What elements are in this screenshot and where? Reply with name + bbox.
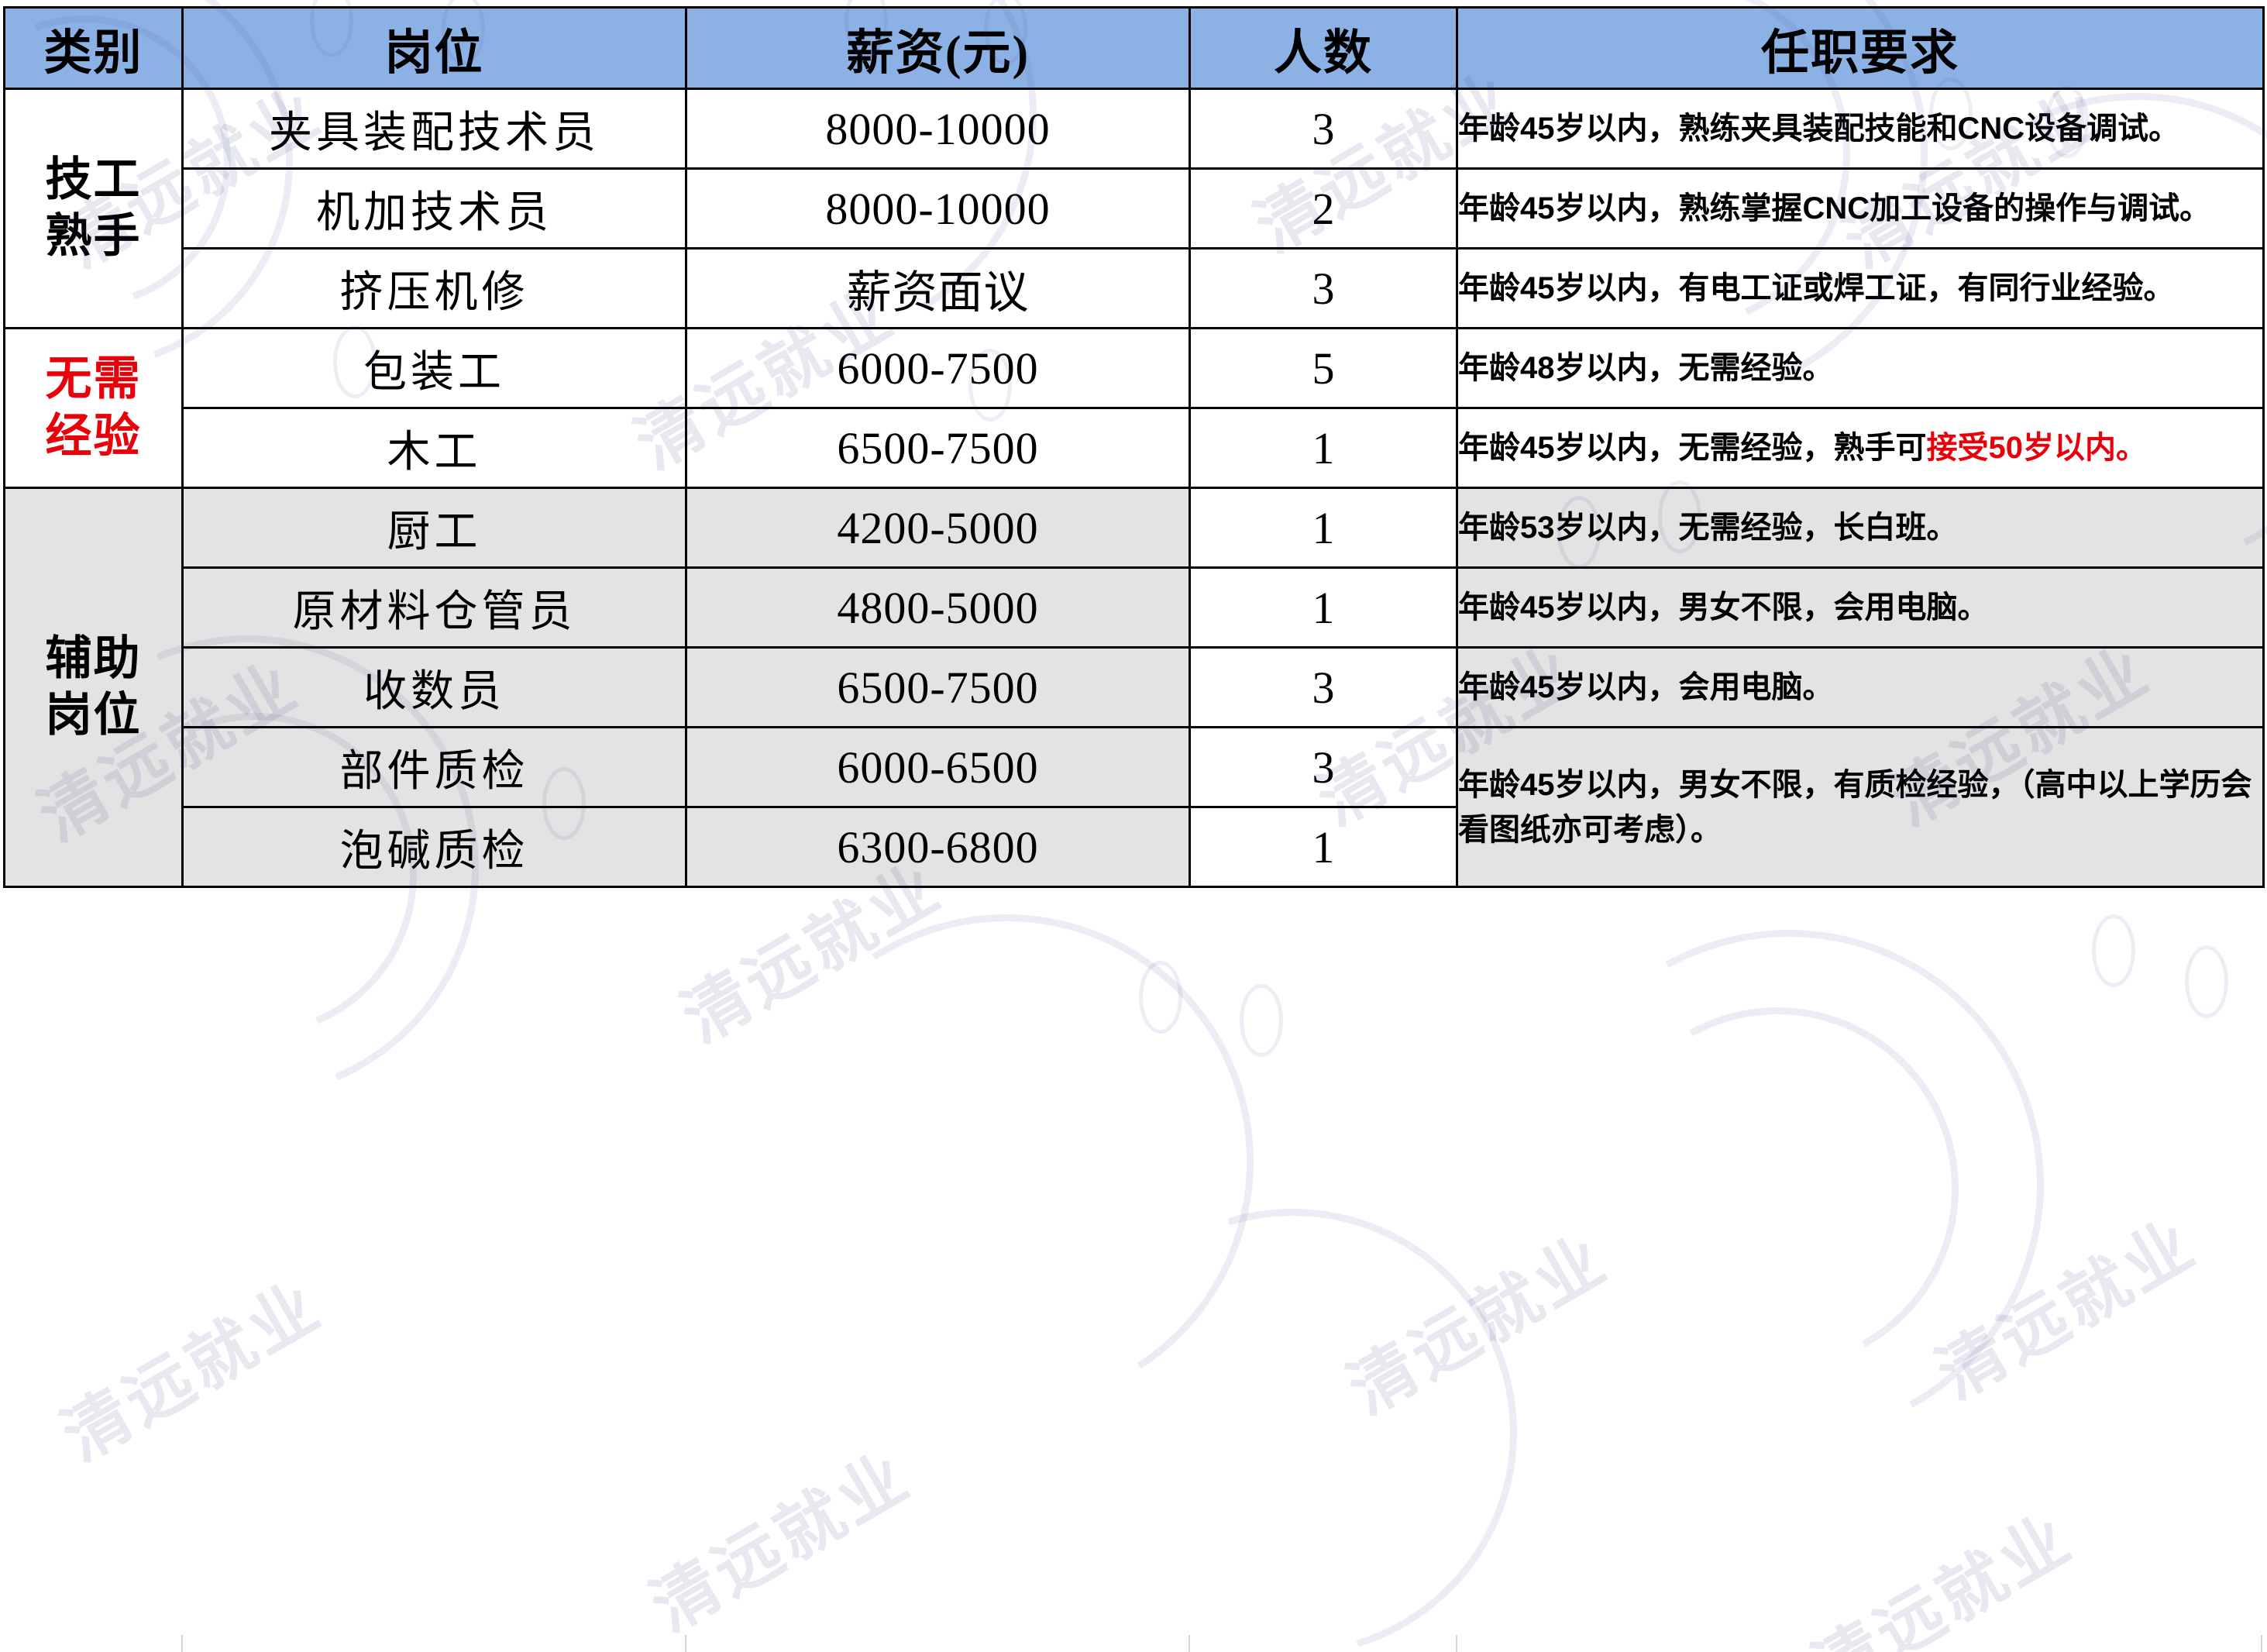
headcount-cell: 1 xyxy=(1189,487,1458,569)
table-row: 无需 经验 包装工 6000-7500 5 年龄48岁以内，无需经验。 xyxy=(3,327,2265,489)
category-label-line1: 无需 xyxy=(45,353,142,405)
requirements-cell: 年龄45岁以内，男女不限，有质检经验，（高中以上学历会看图纸亦可考虑）。 xyxy=(1456,726,2265,888)
headcount-cell: 1 xyxy=(1189,566,1458,649)
headcount-cell: 3 xyxy=(1189,88,1458,170)
position-cell: 厨工 xyxy=(181,487,687,569)
category-label-line1: 技工 xyxy=(45,153,142,205)
category-label-line2: 岗位 xyxy=(45,690,142,741)
requirements-cell: 年龄48岁以内，无需经验。 xyxy=(1456,327,2265,409)
requirements-cell: 年龄53岁以内，无需经验，长白班。 xyxy=(1456,487,2265,569)
bottom-strip-divider xyxy=(181,1635,183,1652)
position-cell: 机加技术员 xyxy=(181,167,687,250)
position-cell: 夹具装配技术员 xyxy=(181,88,687,170)
position-cell: 原材料仓管员 xyxy=(181,566,687,649)
table-row: 泡碱质检 6300-6800 1 xyxy=(5,806,2264,888)
headcount-cell: 3 xyxy=(1189,247,1458,329)
bottom-strip-divider xyxy=(1189,1635,1190,1652)
table-row: 收数员 6500-7500 3 年龄45岁以内，会用电脑。 xyxy=(5,646,2265,728)
requirements-cell: 年龄45岁以内，无需经验，熟手可接受50岁以内。 xyxy=(1456,407,2265,489)
position-cell: 部件质检 xyxy=(181,726,687,808)
column-header-headcount: 人数 xyxy=(1189,6,1458,90)
requirements-cell: 年龄45岁以内，男女不限，会用电脑。 xyxy=(1456,566,2265,649)
category-cell-no-experience: 无需 经验 xyxy=(3,327,184,489)
headcount-cell: 1 xyxy=(1189,806,1458,888)
salary-cell: 6500-7500 xyxy=(685,646,1191,728)
salary-cell: 薪资面议 xyxy=(685,247,1191,329)
category-cell-support: 辅助 岗位 xyxy=(3,487,184,888)
salary-cell: 6000-6500 xyxy=(685,726,1191,808)
salary-cell: 8000-10000 xyxy=(685,167,1191,250)
table-header-row: 类别 岗位 薪资(元) 人数 任职要求 xyxy=(3,6,2265,90)
category-label-line1: 辅助 xyxy=(45,632,142,684)
category-cell-skilled: 技工 熟手 xyxy=(3,88,184,329)
salary-cell: 6000-7500 xyxy=(685,327,1191,409)
salary-cell: 8000-10000 xyxy=(685,88,1191,170)
job-listing-table: 类别 岗位 薪资(元) 人数 任职要求 技工 熟手 夹具装配技术员 8000-1… xyxy=(3,6,2265,888)
table-bottom-partial-row xyxy=(3,1635,2262,1652)
table-row: 技工 熟手 夹具装配技术员 8000-10000 3 年龄45岁以内，熟练夹具装… xyxy=(3,88,2265,329)
column-header-requirements: 任职要求 xyxy=(1456,6,2265,90)
requirements-cell: 年龄45岁以内，熟练掌握CNC加工设备的操作与调试。 xyxy=(1456,167,2265,250)
table-row: 原材料仓管员 4800-5000 1 年龄45岁以内，男女不限，会用电脑。 xyxy=(5,566,2265,649)
salary-cell: 6300-6800 xyxy=(685,806,1191,888)
headcount-cell: 3 xyxy=(1189,646,1458,728)
column-header-position: 岗位 xyxy=(181,6,687,90)
column-header-salary: 薪资(元) xyxy=(685,6,1191,90)
position-cell: 包装工 xyxy=(181,327,687,409)
table-row: 部件质检 6000-6500 3 年龄45岁以内，男女不限，有质检经验，（高中以… xyxy=(5,726,2265,888)
category-label-line2: 经验 xyxy=(45,410,142,462)
category-label-line2: 熟手 xyxy=(45,211,142,262)
column-header-category: 类别 xyxy=(3,6,184,90)
table-row: 机加技术员 8000-10000 2 年龄45岁以内，熟练掌握CNC加工设备的操… xyxy=(5,167,2265,250)
requirements-cell: 年龄45岁以内，有电工证或焊工证，有同行业经验。 xyxy=(1456,247,2265,329)
table-row: 木工 6500-7500 1 年龄45岁以内，无需经验，熟手可接受50岁以内。 xyxy=(5,407,2265,489)
bottom-strip-divider xyxy=(2261,1635,2262,1652)
bottom-strip-divider xyxy=(685,1635,686,1652)
salary-cell: 6500-7500 xyxy=(685,407,1191,489)
position-cell: 泡碱质检 xyxy=(181,806,687,888)
bottom-strip-divider xyxy=(1456,1635,1457,1652)
headcount-cell: 5 xyxy=(1189,327,1458,409)
table-row: 辅助 岗位 厨工 4200-5000 1 年龄53岁以内，无需经验，长白班。 xyxy=(3,487,2265,888)
headcount-cell: 3 xyxy=(1189,726,1458,808)
position-cell: 木工 xyxy=(181,407,687,489)
requirements-cell: 年龄45岁以内，会用电脑。 xyxy=(1456,646,2265,728)
salary-cell: 4800-5000 xyxy=(685,566,1191,649)
position-cell: 收数员 xyxy=(181,646,687,728)
headcount-cell: 1 xyxy=(1189,407,1458,489)
salary-cell: 4200-5000 xyxy=(685,487,1191,569)
position-cell: 挤压机修 xyxy=(181,247,687,329)
headcount-cell: 2 xyxy=(1189,167,1458,250)
requirements-cell: 年龄45岁以内，熟练夹具装配技能和CNC设备调试。 xyxy=(1456,88,2265,170)
table-row: 挤压机修 薪资面议 3 年龄45岁以内，有电工证或焊工证，有同行业经验。 xyxy=(5,247,2265,329)
